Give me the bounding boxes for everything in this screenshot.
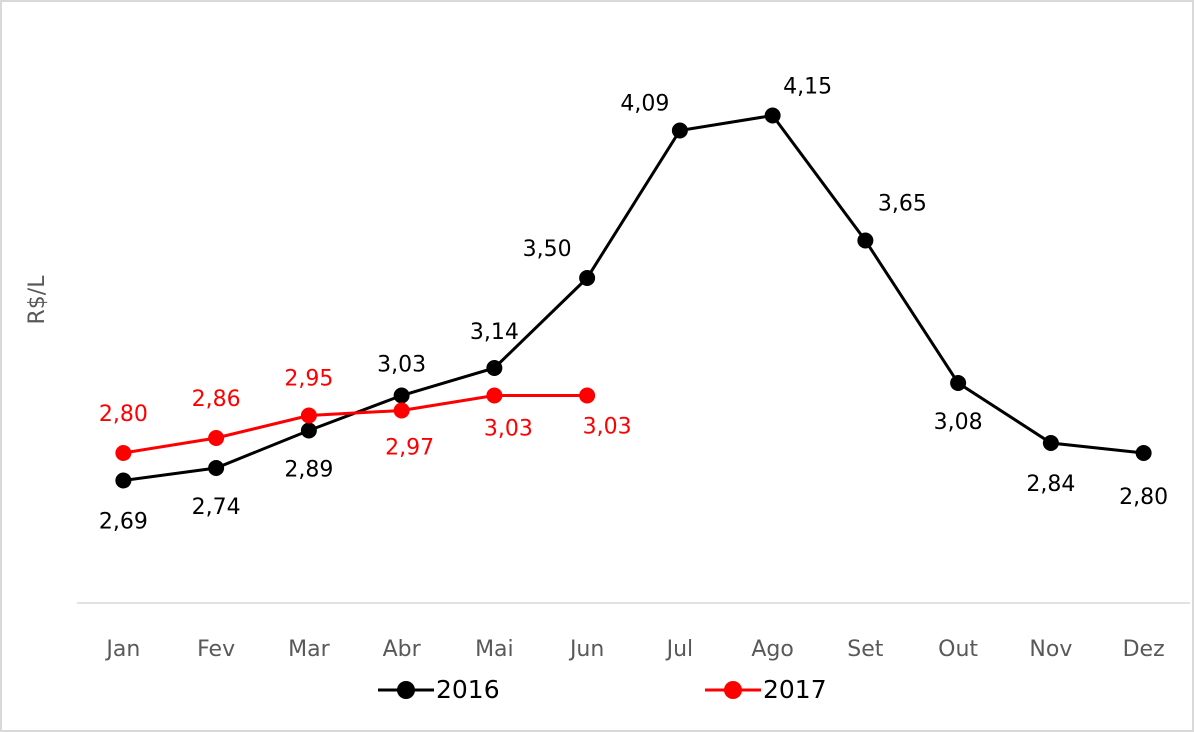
- data-label: 3,03: [583, 415, 632, 440]
- data-point: [208, 430, 225, 446]
- data-point: [393, 387, 410, 404]
- data-point: [1135, 445, 1152, 461]
- x-tick-label: Abr: [383, 637, 422, 662]
- data-point: [115, 472, 132, 489]
- data-label: 2,69: [99, 510, 148, 535]
- data-label: 2,80: [1119, 485, 1168, 510]
- series-line: [123, 113, 1144, 482]
- x-tick-label: Fev: [197, 637, 235, 662]
- data-point: [300, 407, 317, 424]
- x-tick-label: Set: [847, 637, 884, 662]
- data-label: 3,03: [377, 353, 426, 378]
- data-label: 2,95: [284, 367, 333, 392]
- data-point: [115, 445, 132, 461]
- data-label: 4,09: [620, 92, 669, 117]
- data-point: [300, 422, 317, 439]
- x-tick-label: Jul: [665, 637, 694, 662]
- x-tick-label: Dez: [1123, 637, 1165, 662]
- data-point: [486, 360, 503, 376]
- series-line: [123, 394, 588, 455]
- data-point: [857, 232, 874, 249]
- data-label: 3,08: [934, 410, 983, 435]
- legend-marker: [397, 681, 415, 699]
- data-label: 2,80: [99, 402, 148, 427]
- x-tick-label: Jun: [568, 637, 604, 662]
- data-point: [579, 270, 596, 286]
- data-point: [950, 375, 967, 391]
- data-label: 2,86: [192, 387, 241, 412]
- data-point: [671, 122, 688, 139]
- x-tick-label: Nov: [1029, 637, 1072, 662]
- legend-label: 2017: [763, 675, 827, 704]
- y-axis-label: R$/L: [25, 275, 50, 325]
- data-label: 3,50: [523, 237, 572, 262]
- data-point: [208, 460, 225, 476]
- data-point: [393, 402, 410, 419]
- data-point: [764, 107, 781, 124]
- data-point: [486, 387, 503, 404]
- x-tick-label: Out: [938, 637, 978, 662]
- x-tick-label: Mar: [288, 637, 330, 662]
- x-tick-label: Mai: [475, 637, 514, 662]
- data-label: 2,89: [284, 458, 333, 483]
- data-label: 2,84: [1026, 472, 1075, 497]
- data-label: 3,14: [470, 320, 519, 345]
- data-point: [579, 387, 596, 404]
- data-label: 3,65: [878, 192, 927, 217]
- legend-marker: [724, 681, 742, 699]
- data-label: 4,15: [783, 75, 832, 100]
- data-label: 2,74: [192, 495, 241, 520]
- data-label: 2,97: [385, 436, 434, 461]
- legend-label: 2016: [436, 675, 500, 704]
- x-tick-label: Jan: [104, 637, 140, 662]
- data-point: [1042, 435, 1059, 451]
- data-label: 3,03: [484, 417, 533, 442]
- x-tick-label: Ago: [751, 637, 793, 662]
